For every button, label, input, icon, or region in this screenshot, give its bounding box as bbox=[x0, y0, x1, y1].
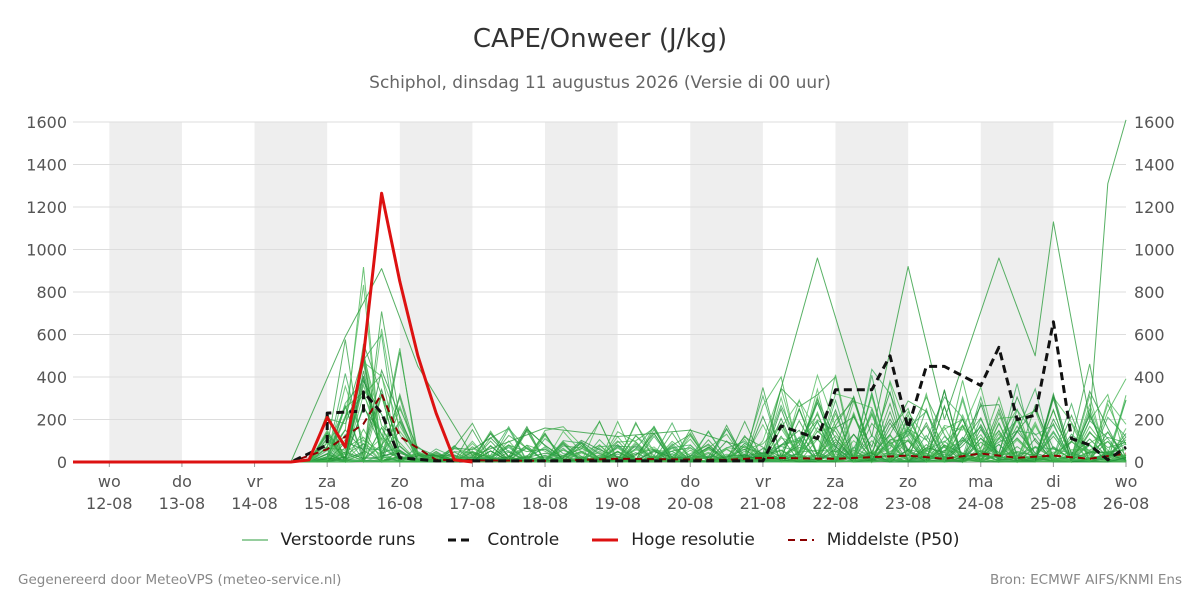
x-tick-day: wo bbox=[606, 472, 629, 491]
y-tick-label-right: 600 bbox=[1134, 326, 1165, 345]
x-tick-day: vr bbox=[247, 472, 263, 491]
x-tick-day: wo bbox=[98, 472, 121, 491]
legend-swatch bbox=[241, 539, 268, 541]
y-tick-label-left: 0 bbox=[57, 453, 67, 472]
x-tick-date: 20-08 bbox=[667, 494, 714, 513]
footer-source: Bron: ECMWF AIFS/KNMI Ens bbox=[989, 572, 1182, 588]
x-tick-day: ma bbox=[460, 472, 485, 491]
series-line-hoge-resolutie bbox=[73, 191, 473, 464]
legend-swatch bbox=[787, 539, 814, 541]
series-line-verstoorde-runs bbox=[290, 119, 1127, 463]
x-tick-date: 12-08 bbox=[86, 494, 133, 513]
x-tick-day: do bbox=[680, 472, 700, 491]
y-tick-label-left: 1200 bbox=[26, 198, 67, 217]
legend-item: Middelste (P50) bbox=[787, 530, 960, 550]
series-line-middelste-p50 bbox=[73, 393, 1127, 463]
legend-item: Verstoorde runs bbox=[241, 530, 416, 550]
x-tick-day: zo bbox=[391, 472, 409, 491]
series-line-controle bbox=[73, 320, 1127, 464]
x-tick-date: 19-08 bbox=[594, 494, 641, 513]
x-tick-date: 23-08 bbox=[885, 494, 932, 513]
legend-label: Hoge resolutie bbox=[631, 530, 755, 550]
y-tick-label-left: 600 bbox=[36, 326, 67, 345]
x-tick-date: 16-08 bbox=[377, 494, 424, 513]
x-tick-date: 13-08 bbox=[159, 494, 206, 513]
y-tick-label-right: 1200 bbox=[1134, 198, 1175, 217]
y-tick-label-left: 800 bbox=[36, 283, 67, 302]
x-tick-date: 18-08 bbox=[522, 494, 569, 513]
y-tick-label-right: 800 bbox=[1134, 283, 1165, 302]
legend-label: Controle bbox=[487, 530, 560, 550]
y-tick-label-left: 1400 bbox=[26, 156, 67, 175]
legend-label: Verstoorde runs bbox=[280, 530, 416, 550]
legend-swatch bbox=[592, 538, 619, 542]
x-tick-date: 17-08 bbox=[449, 494, 496, 513]
axes: 0 0 200 200 400 400 600 600 800 800 1000 1000 1200 12… bbox=[26, 113, 1174, 513]
x-tick-date: 26-08 bbox=[1103, 494, 1150, 513]
x-tick-day: vr bbox=[755, 472, 771, 491]
chart-subtitle: Schiphol, dinsdag 11 augustus 2026 (Vers… bbox=[369, 73, 831, 93]
x-tick-day: ma bbox=[968, 472, 993, 491]
x-tick-day: zo bbox=[899, 472, 917, 491]
legend-label: Middelste (P50) bbox=[826, 530, 960, 550]
x-tick-day: di bbox=[1046, 472, 1061, 491]
chart-title: CAPE/Onweer (J/kg) bbox=[472, 24, 728, 54]
x-tick-date: 22-08 bbox=[812, 494, 859, 513]
x-tick-day: za bbox=[826, 472, 844, 491]
y-tick-label-left: 200 bbox=[36, 411, 67, 430]
y-tick-label-right: 1000 bbox=[1134, 241, 1175, 260]
cape-chart: 0 0 200 200 400 400 600 600 800 800 1000 1000 1200 12… bbox=[26, 113, 1174, 513]
y-tick-label-right: 1600 bbox=[1134, 113, 1175, 132]
y-tick-label-right: 400 bbox=[1134, 368, 1165, 387]
footer-generator: Gegenereerd door MeteoVPS (meteo-service… bbox=[18, 572, 342, 588]
x-tick-day: za bbox=[318, 472, 336, 491]
y-tick-label-right: 0 bbox=[1134, 453, 1144, 472]
legend-item: Hoge resolutie bbox=[591, 530, 755, 550]
x-tick-date: 24-08 bbox=[958, 494, 1005, 513]
y-tick-label-left: 400 bbox=[36, 368, 67, 387]
legend-swatch bbox=[448, 538, 475, 542]
y-tick-label-left: 1000 bbox=[26, 241, 67, 260]
x-tick-day: di bbox=[538, 472, 553, 491]
y-tick-label-right: 200 bbox=[1134, 411, 1165, 430]
x-tick-date: 25-08 bbox=[1030, 494, 1077, 513]
x-tick-date: 21-08 bbox=[740, 494, 787, 513]
legend-item: Controle bbox=[447, 530, 559, 550]
x-tick-day: do bbox=[172, 472, 192, 491]
x-tick-day: wo bbox=[1115, 472, 1138, 491]
y-tick-label-right: 1400 bbox=[1134, 156, 1175, 175]
x-tick-date: 14-08 bbox=[231, 494, 278, 513]
y-tick-label-left: 1600 bbox=[26, 113, 67, 132]
main-series bbox=[73, 191, 1127, 464]
legend: Verstoorde runs Controle Hoge resolutie Mid… bbox=[0, 530, 1200, 550]
x-tick-date: 15-08 bbox=[304, 494, 351, 513]
